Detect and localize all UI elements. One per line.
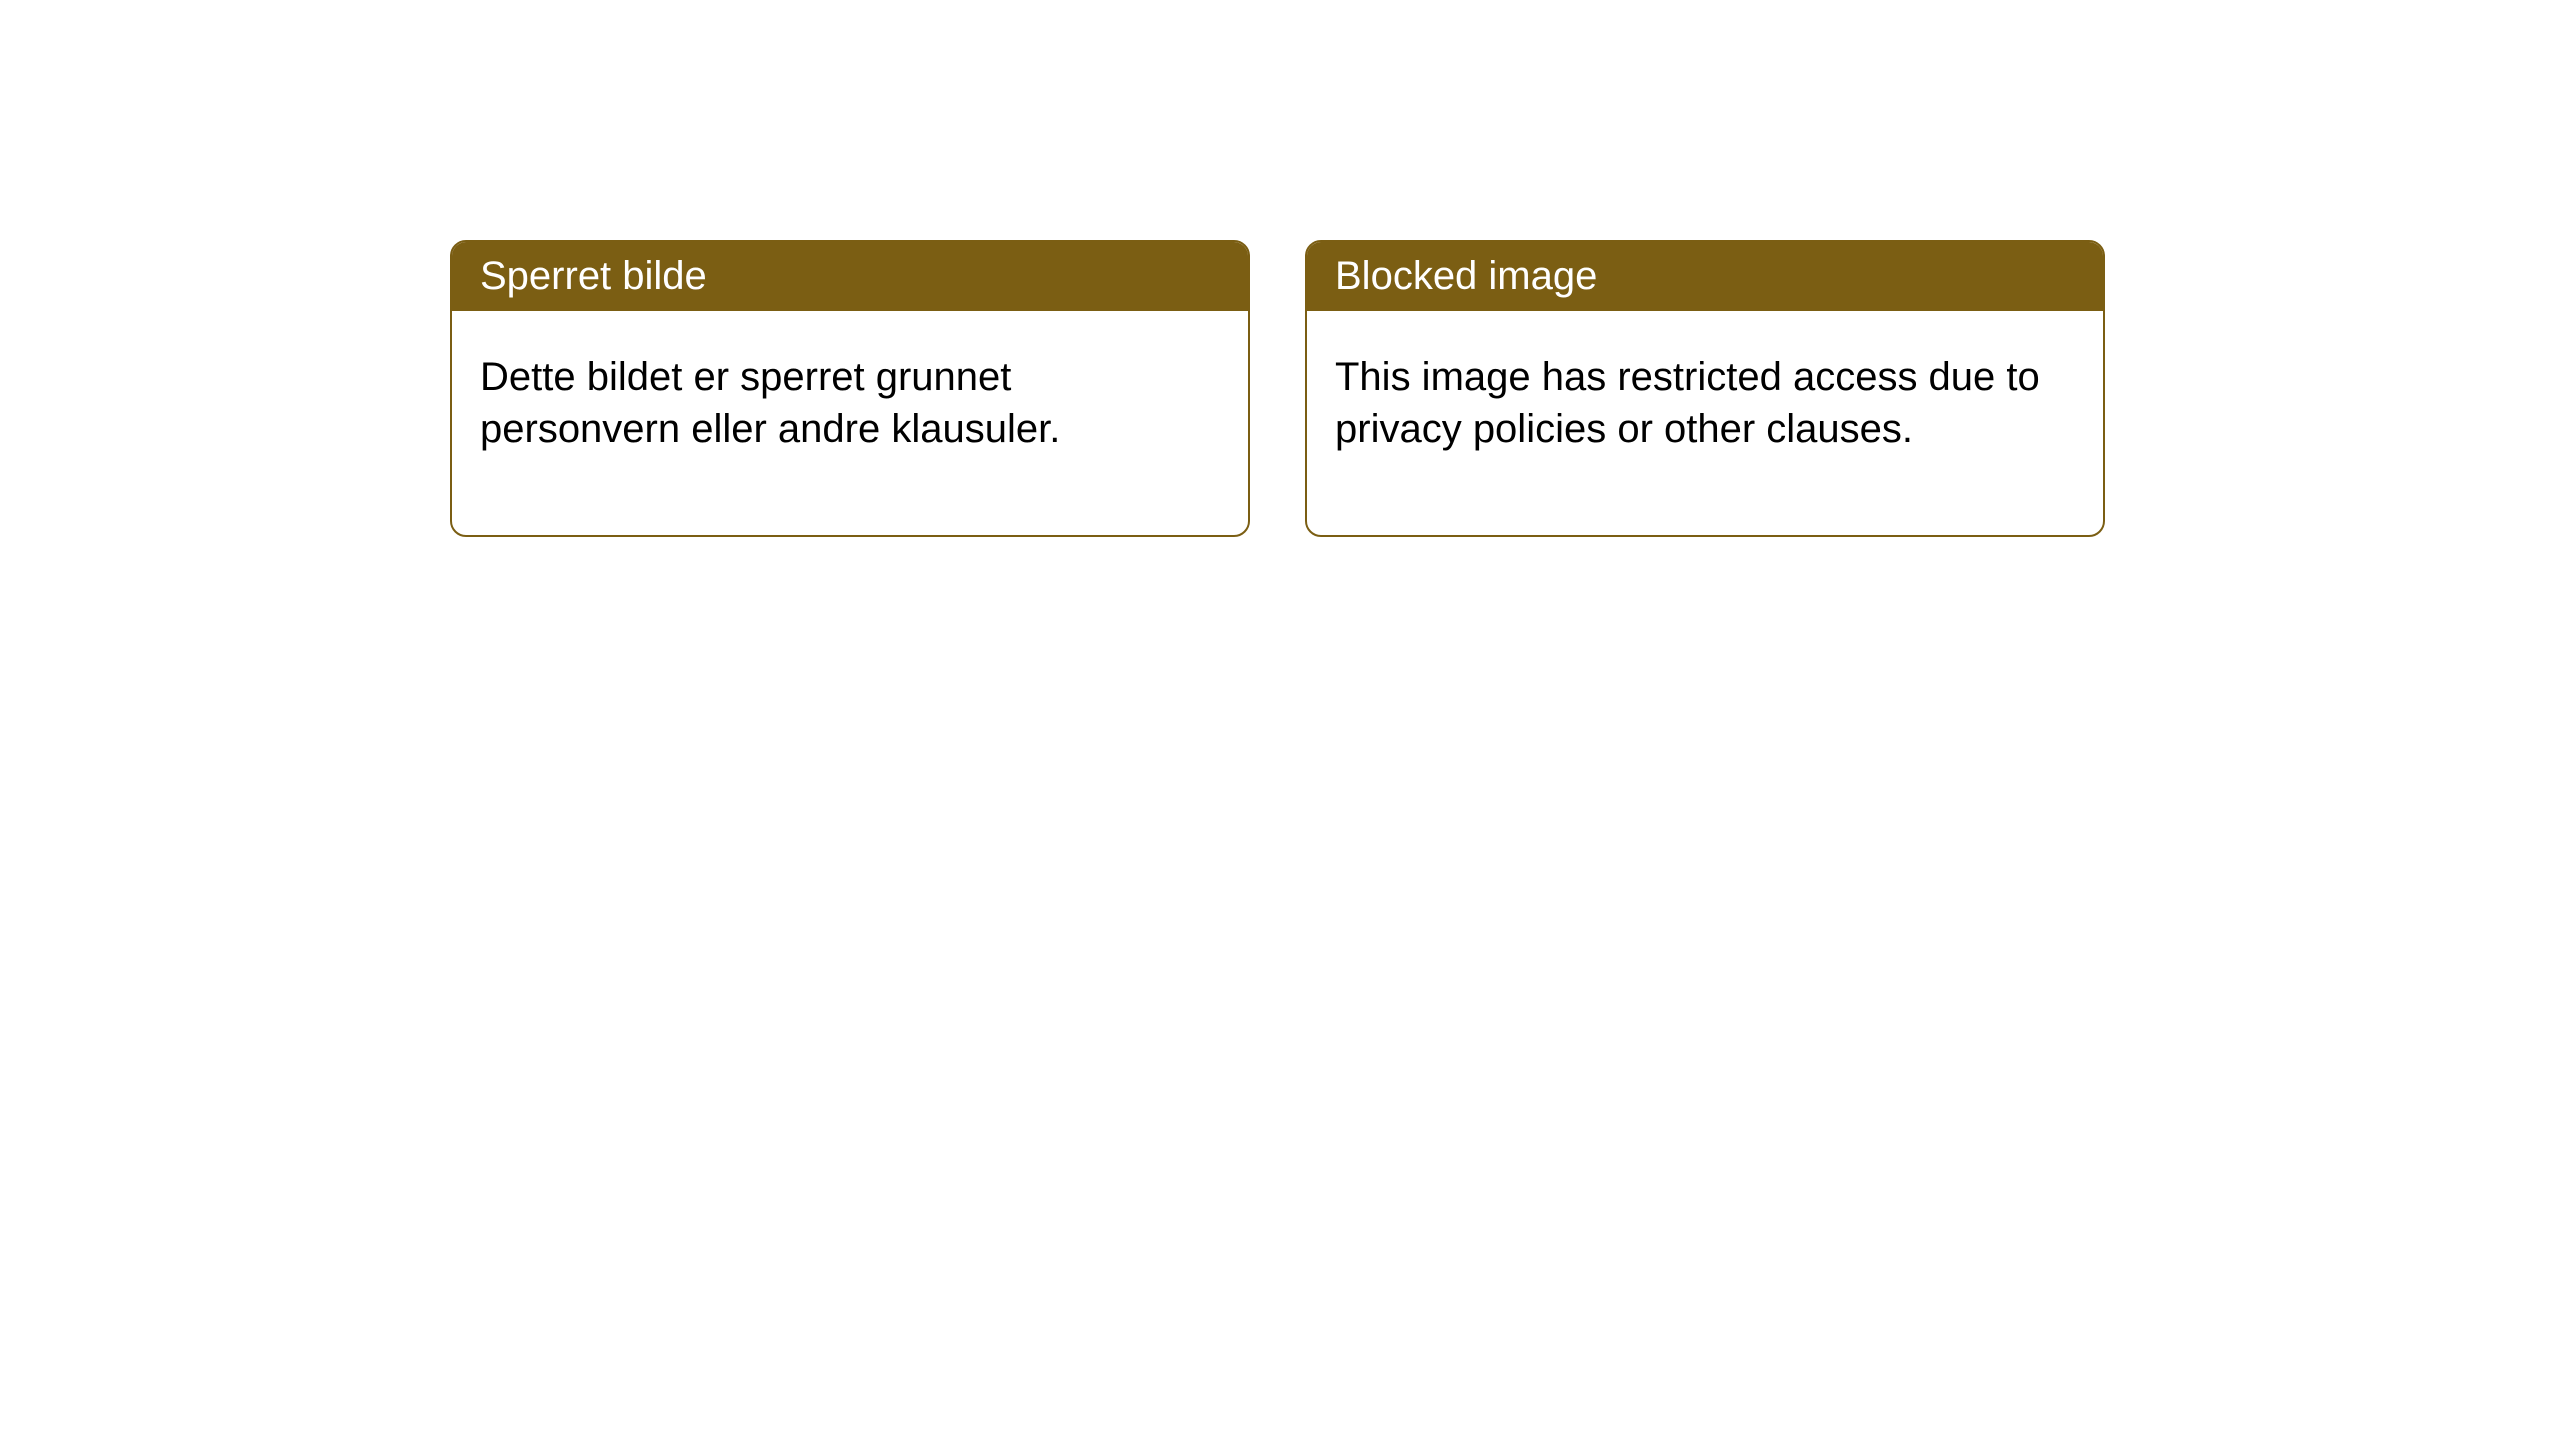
notices-container: Sperret bilde Dette bildet er sperret gr… — [450, 240, 2110, 537]
notice-box-norwegian: Sperret bilde Dette bildet er sperret gr… — [450, 240, 1250, 537]
notice-box-english: Blocked image This image has restricted … — [1305, 240, 2105, 537]
notice-header-norwegian: Sperret bilde — [452, 242, 1248, 311]
notice-header-english: Blocked image — [1307, 242, 2103, 311]
notice-message-norwegian: Dette bildet er sperret grunnet personve… — [452, 311, 1248, 535]
notice-message-english: This image has restricted access due to … — [1307, 311, 2103, 535]
